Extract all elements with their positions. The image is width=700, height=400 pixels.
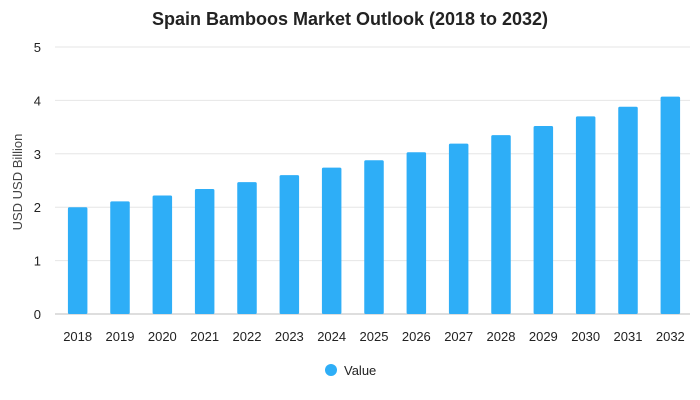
- x-tick-label: 2024: [317, 329, 346, 344]
- bar-2025[interactable]: [364, 160, 384, 314]
- bar-2024[interactable]: [321, 167, 342, 314]
- x-tick-label: 2030: [571, 329, 600, 344]
- bar-2026[interactable]: [406, 152, 427, 314]
- bar-2018[interactable]: [67, 207, 88, 314]
- y-tick-label: 5: [34, 40, 41, 55]
- x-tick-label: 2028: [487, 329, 516, 344]
- y-tick-label: 4: [34, 93, 41, 108]
- y-axis-ticks: 0 1 2 3 4 5: [34, 40, 41, 322]
- x-tick-label: 2026: [402, 329, 431, 344]
- legend[interactable]: Value: [325, 363, 376, 378]
- y-tick-label: 1: [34, 254, 41, 269]
- x-tick-label: 2025: [360, 329, 389, 344]
- bar-2023[interactable]: [279, 175, 300, 314]
- bars: [67, 96, 681, 314]
- x-tick-label: 2032: [656, 329, 685, 344]
- y-axis-title: USD USD Billion: [10, 134, 25, 231]
- y-tick-label: 2: [34, 200, 41, 215]
- chart-title: Spain Bamboos Market Outlook (2018 to 20…: [152, 9, 548, 29]
- bar-2028[interactable]: [491, 135, 511, 314]
- legend-label-value: Value: [344, 363, 376, 378]
- bar-2027[interactable]: [448, 143, 469, 314]
- bar-2030[interactable]: [575, 116, 596, 314]
- bar-2019[interactable]: [110, 201, 130, 314]
- x-axis-ticks: 2018 2019 2020 2021 2022 2023 2024 2025 2026 2027…: [63, 329, 685, 344]
- x-tick-label: 2021: [190, 329, 219, 344]
- x-tick-label: 2031: [614, 329, 643, 344]
- x-tick-label: 2027: [444, 329, 473, 344]
- x-tick-label: 2023: [275, 329, 304, 344]
- x-tick-label: 2020: [148, 329, 177, 344]
- y-tick-label: 3: [34, 147, 41, 162]
- x-tick-label: 2018: [63, 329, 92, 344]
- x-tick-label: 2022: [233, 329, 262, 344]
- bar-2032[interactable]: [660, 96, 681, 314]
- x-tick-label: 2029: [529, 329, 558, 344]
- bar-2031[interactable]: [618, 106, 638, 314]
- y-tick-label: 0: [34, 307, 41, 322]
- bar-2029[interactable]: [533, 126, 554, 314]
- bar-2020[interactable]: [152, 195, 173, 314]
- legend-marker: [325, 364, 337, 376]
- bar-2022[interactable]: [237, 182, 257, 314]
- bar-2021[interactable]: [194, 189, 215, 314]
- x-tick-label: 2019: [106, 329, 135, 344]
